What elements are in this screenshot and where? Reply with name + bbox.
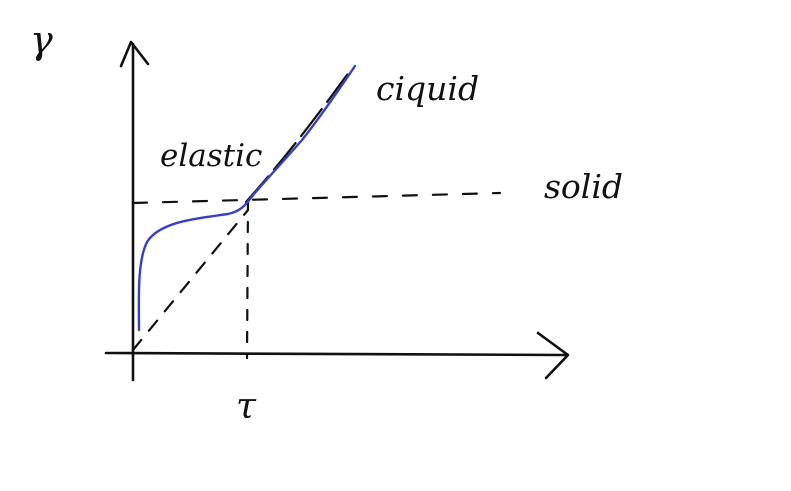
axes	[104, 40, 570, 382]
y-axis-label: γ	[30, 18, 53, 62]
origin-dashed-diagonal	[131, 208, 250, 352]
solid-dashed-line	[131, 191, 502, 205]
liquid-label: ciquid	[376, 69, 479, 108]
x-axis-line	[104, 351, 568, 357]
x-axis-arrowhead	[536, 331, 570, 380]
elastic-label: elastic	[160, 138, 262, 174]
y-axis-arrowhead	[119, 40, 150, 68]
reference-lines	[131, 66, 502, 360]
solid-label: solid	[544, 167, 623, 206]
liquid-asymptote-line	[244, 66, 354, 204]
tau-dashed-drop-line	[245, 198, 250, 360]
x-axis-tick-label: τ	[236, 386, 257, 427]
flow-curve	[137, 64, 357, 332]
